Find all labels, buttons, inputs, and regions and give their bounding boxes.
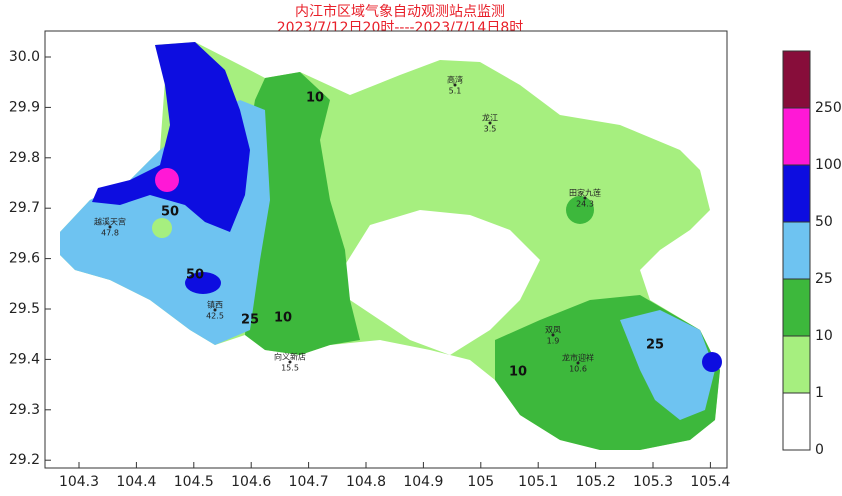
area-1-10 [152,218,172,238]
station-value: 3.5 [484,125,497,134]
station-value: 10.6 [569,365,587,374]
station-value: 1.9 [547,337,560,346]
y-tick-label: 29.2 [9,452,40,468]
station-dot [583,196,587,200]
legend-label: 25 [815,271,833,287]
station-dot [488,121,492,125]
station-dot [108,225,112,229]
legend-label: 50 [815,214,833,230]
x-tick-label: 104.9 [403,474,443,490]
y-tick-label: 29.7 [9,200,40,216]
legend-swatch [782,278,811,337]
station-name: 高湾 [447,75,463,85]
legend-label: 10 [815,328,833,344]
x-tick-label: 104.8 [346,474,386,490]
station-dot [288,360,292,364]
contour-label: 10 [306,91,324,106]
station-dot [453,83,457,87]
y-tick-label: 29.8 [9,150,40,166]
y-tick-label: 29.3 [9,402,40,418]
station-name: 田家九莲 [569,188,601,198]
title-line: 内江市区域气象自动观测站点监测 [295,3,505,20]
station-value: 24.3 [576,200,594,209]
legend-swatch [782,392,811,451]
area-50-100 [185,272,221,294]
y-tick-label: 29.5 [9,301,40,317]
precip-areas [60,42,722,450]
legend-label: 100 [815,157,842,173]
contour-label: 25 [646,338,664,353]
legend-swatch [782,107,811,166]
y-tick-label: 30.0 [9,49,40,65]
legend-label: 1 [815,385,824,401]
station-name: 镇西 [207,300,223,310]
area-10-25 [566,196,594,224]
y-tick-label: 29.9 [9,99,40,115]
station-value: 42.5 [206,312,224,321]
contour-label: 50 [186,268,204,283]
legend-swatch [782,164,811,223]
station-name: 龙市迎祥 [562,353,594,363]
legend-label: 0 [815,442,824,458]
area-0-1 [345,210,540,355]
area-100-250 [155,168,179,192]
area-10-25 [245,72,360,355]
x-tick-label: 105.1 [518,474,558,490]
contour-label: 10 [509,365,527,380]
station-value: 47.8 [101,229,119,238]
x-tick-label: 105.2 [576,474,616,490]
station-value: 15.5 [281,364,299,373]
station-dot [213,308,217,312]
x-tick-label: 105 [467,474,494,490]
x-tick-label: 105.3 [633,474,673,490]
area-25-50 [620,310,715,420]
area-50-100 [92,42,250,232]
station-name: 向义新店 [274,352,306,362]
x-tick-label: 105.4 [690,474,730,490]
station-value: 5.1 [449,87,462,96]
area-50-100 [702,352,722,372]
station-dot [576,361,580,365]
x-tick-label: 104.5 [174,474,214,490]
x-tick-label: 104.3 [59,474,99,490]
station-name: 越溪天宫 [94,217,126,227]
y-tick-label: 29.6 [9,251,40,267]
station-name: 龙江 [482,113,498,123]
x-tick-label: 104.4 [116,474,156,490]
legend-label: 250 [815,100,842,116]
station-dot [551,333,555,337]
contour-label: 25 [241,313,259,328]
x-tick-label: 104.6 [231,474,271,490]
legend-swatch [782,221,811,280]
legend-swatch [782,50,811,109]
contour-label: 10 [274,311,292,326]
contour-label: 50 [161,205,179,220]
legend-swatch [782,335,811,394]
station-name: 双凤 [545,326,561,335]
x-tick-label: 104.7 [289,474,329,490]
y-tick-label: 29.4 [9,351,40,367]
